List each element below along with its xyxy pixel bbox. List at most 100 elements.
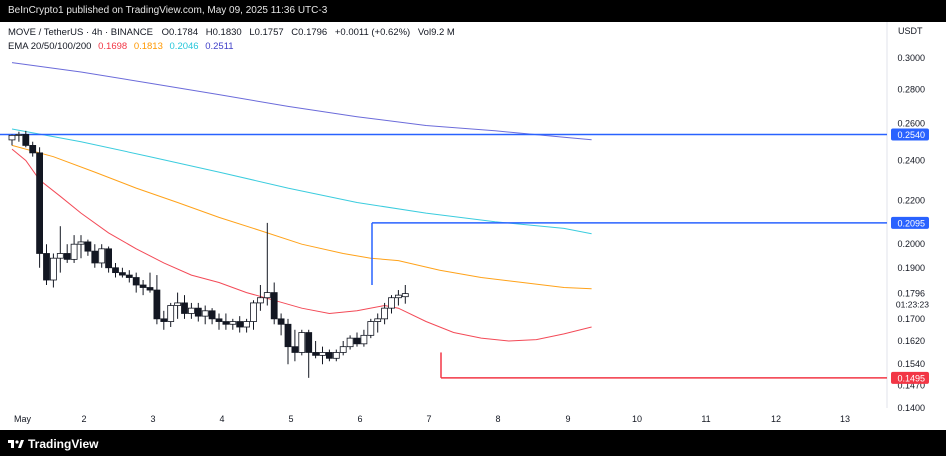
y-tick-label: 0.1540 bbox=[897, 359, 925, 369]
x-tick-label: 2 bbox=[81, 414, 86, 424]
x-tick-label: 9 bbox=[565, 414, 570, 424]
y-tick-label: 0.2800 bbox=[897, 85, 925, 95]
candle-body bbox=[29, 145, 37, 154]
candle-body bbox=[256, 297, 264, 304]
candle-body bbox=[263, 292, 271, 299]
candle-body bbox=[8, 134, 16, 141]
ema-row: EMA 20/50/100/200 0.1698 0.1813 0.2046 0… bbox=[8, 40, 460, 54]
open-value: O0.1784 bbox=[161, 27, 199, 38]
candle-body bbox=[15, 134, 23, 136]
y-tick-label: 0.1900 bbox=[897, 263, 925, 273]
candle-body bbox=[187, 307, 195, 314]
candle-body bbox=[50, 257, 57, 281]
y-tick-label: 0.1400 bbox=[897, 403, 925, 413]
candle-body bbox=[181, 302, 188, 314]
candle-body bbox=[305, 332, 313, 353]
x-tick-label: 13 bbox=[840, 414, 850, 424]
candle-body bbox=[153, 289, 161, 320]
tradingview-logo[interactable]: TradingView bbox=[8, 437, 98, 451]
chart-panel bbox=[0, 22, 946, 430]
bar-countdown-label: 01:23:23 bbox=[896, 300, 929, 310]
candle-body bbox=[56, 253, 64, 259]
publisher-bar: BeInCrypto1 published on TradingView.com… bbox=[0, 0, 946, 22]
tradingview-logo-icon bbox=[8, 437, 24, 451]
candle-body bbox=[319, 352, 326, 356]
candle-body bbox=[284, 323, 292, 348]
x-tick-label: 11 bbox=[701, 414, 710, 424]
level-price-tag bbox=[891, 371, 929, 384]
level-price-label: 0.2540 bbox=[897, 130, 925, 140]
candle-body bbox=[250, 302, 257, 322]
ema-label[interactable]: EMA 20/50/100/200 bbox=[8, 41, 92, 52]
candle-body bbox=[353, 337, 361, 345]
current-price-label: 0.1796 bbox=[897, 289, 925, 299]
ema20-value: 0.1698 bbox=[98, 41, 128, 52]
publisher-text: BeInCrypto1 published on TradingView.com… bbox=[8, 5, 328, 16]
candle-body bbox=[84, 241, 92, 252]
candle-body bbox=[132, 277, 140, 286]
ema200-value: 0.2511 bbox=[205, 41, 234, 52]
x-tick-label: 5 bbox=[288, 414, 293, 424]
candle-body bbox=[112, 267, 119, 274]
y-tick-label: 0.3000 bbox=[897, 53, 925, 63]
x-tick-label: 3 bbox=[150, 414, 155, 424]
candle-body bbox=[215, 318, 223, 322]
y-tick-label: 0.1700 bbox=[897, 314, 925, 324]
x-tick-label: May bbox=[14, 414, 32, 424]
candle-body bbox=[201, 310, 209, 317]
y-tick-label: 0.1620 bbox=[897, 336, 925, 346]
candle-body bbox=[22, 134, 30, 146]
candle-body bbox=[146, 287, 154, 291]
candle-body bbox=[332, 352, 340, 359]
candle-body bbox=[194, 307, 202, 317]
candle-body bbox=[167, 305, 175, 322]
candle-body bbox=[346, 337, 354, 348]
candle-body bbox=[243, 321, 251, 328]
candle-body bbox=[139, 284, 147, 288]
volume-value: Vol9.2 M bbox=[417, 27, 455, 38]
candle-body bbox=[374, 318, 382, 322]
x-tick-label: 7 bbox=[426, 414, 431, 424]
candle-body bbox=[43, 253, 50, 281]
candle-body bbox=[394, 294, 402, 299]
candle-body bbox=[125, 274, 133, 278]
x-tick-label: 12 bbox=[771, 414, 781, 424]
candle-body bbox=[36, 152, 43, 254]
candle-body bbox=[339, 346, 347, 353]
candle-body bbox=[291, 346, 299, 353]
level-price-tag bbox=[891, 216, 929, 229]
change-value: +0.0011 (+0.62%) bbox=[334, 27, 411, 38]
symbol-label[interactable]: MOVE / TetherUS · 4h · BINANCE bbox=[8, 27, 154, 38]
level-price-tag bbox=[891, 128, 929, 141]
footer-bar: TradingView bbox=[0, 430, 946, 456]
candle-body bbox=[270, 292, 278, 320]
candle-body bbox=[277, 318, 285, 325]
ema50-line bbox=[11, 144, 592, 290]
price-chart[interactable]: 0.3000 0.2800 0.2600 0.2400 0.2200 0.2000 0.19… bbox=[0, 22, 946, 430]
candle-body bbox=[381, 307, 389, 320]
y-tick-label: 0.2200 bbox=[897, 195, 925, 205]
candle-body bbox=[119, 272, 126, 276]
x-tick-label: 4 bbox=[219, 414, 224, 424]
currency-label[interactable]: USDT bbox=[898, 26, 923, 36]
x-tick-label: 10 bbox=[632, 414, 642, 424]
candle-body bbox=[325, 352, 333, 359]
candle-body bbox=[208, 310, 216, 320]
chart-legend: MOVE / TetherUS · 4h · BINANCE O0.1784 H… bbox=[8, 26, 460, 54]
low-value: L0.1757 bbox=[249, 27, 284, 38]
ema50-value: 0.1813 bbox=[133, 41, 163, 52]
ema100-value: 0.2046 bbox=[169, 41, 199, 52]
candle-body bbox=[360, 334, 368, 345]
ema100-line bbox=[11, 128, 592, 235]
close-value: C0.1796 bbox=[291, 27, 328, 38]
level-price-label: 0.1495 bbox=[897, 373, 925, 383]
y-tick-label: 0.2600 bbox=[897, 119, 925, 129]
candle-body bbox=[298, 332, 306, 353]
candle-body bbox=[222, 321, 230, 325]
ema20-line bbox=[11, 148, 592, 342]
candle-body bbox=[77, 241, 85, 245]
ema200-line bbox=[11, 62, 592, 141]
candle-body bbox=[388, 297, 395, 309]
y-tick-label: 0.2000 bbox=[897, 239, 925, 249]
candle-body bbox=[236, 321, 244, 328]
